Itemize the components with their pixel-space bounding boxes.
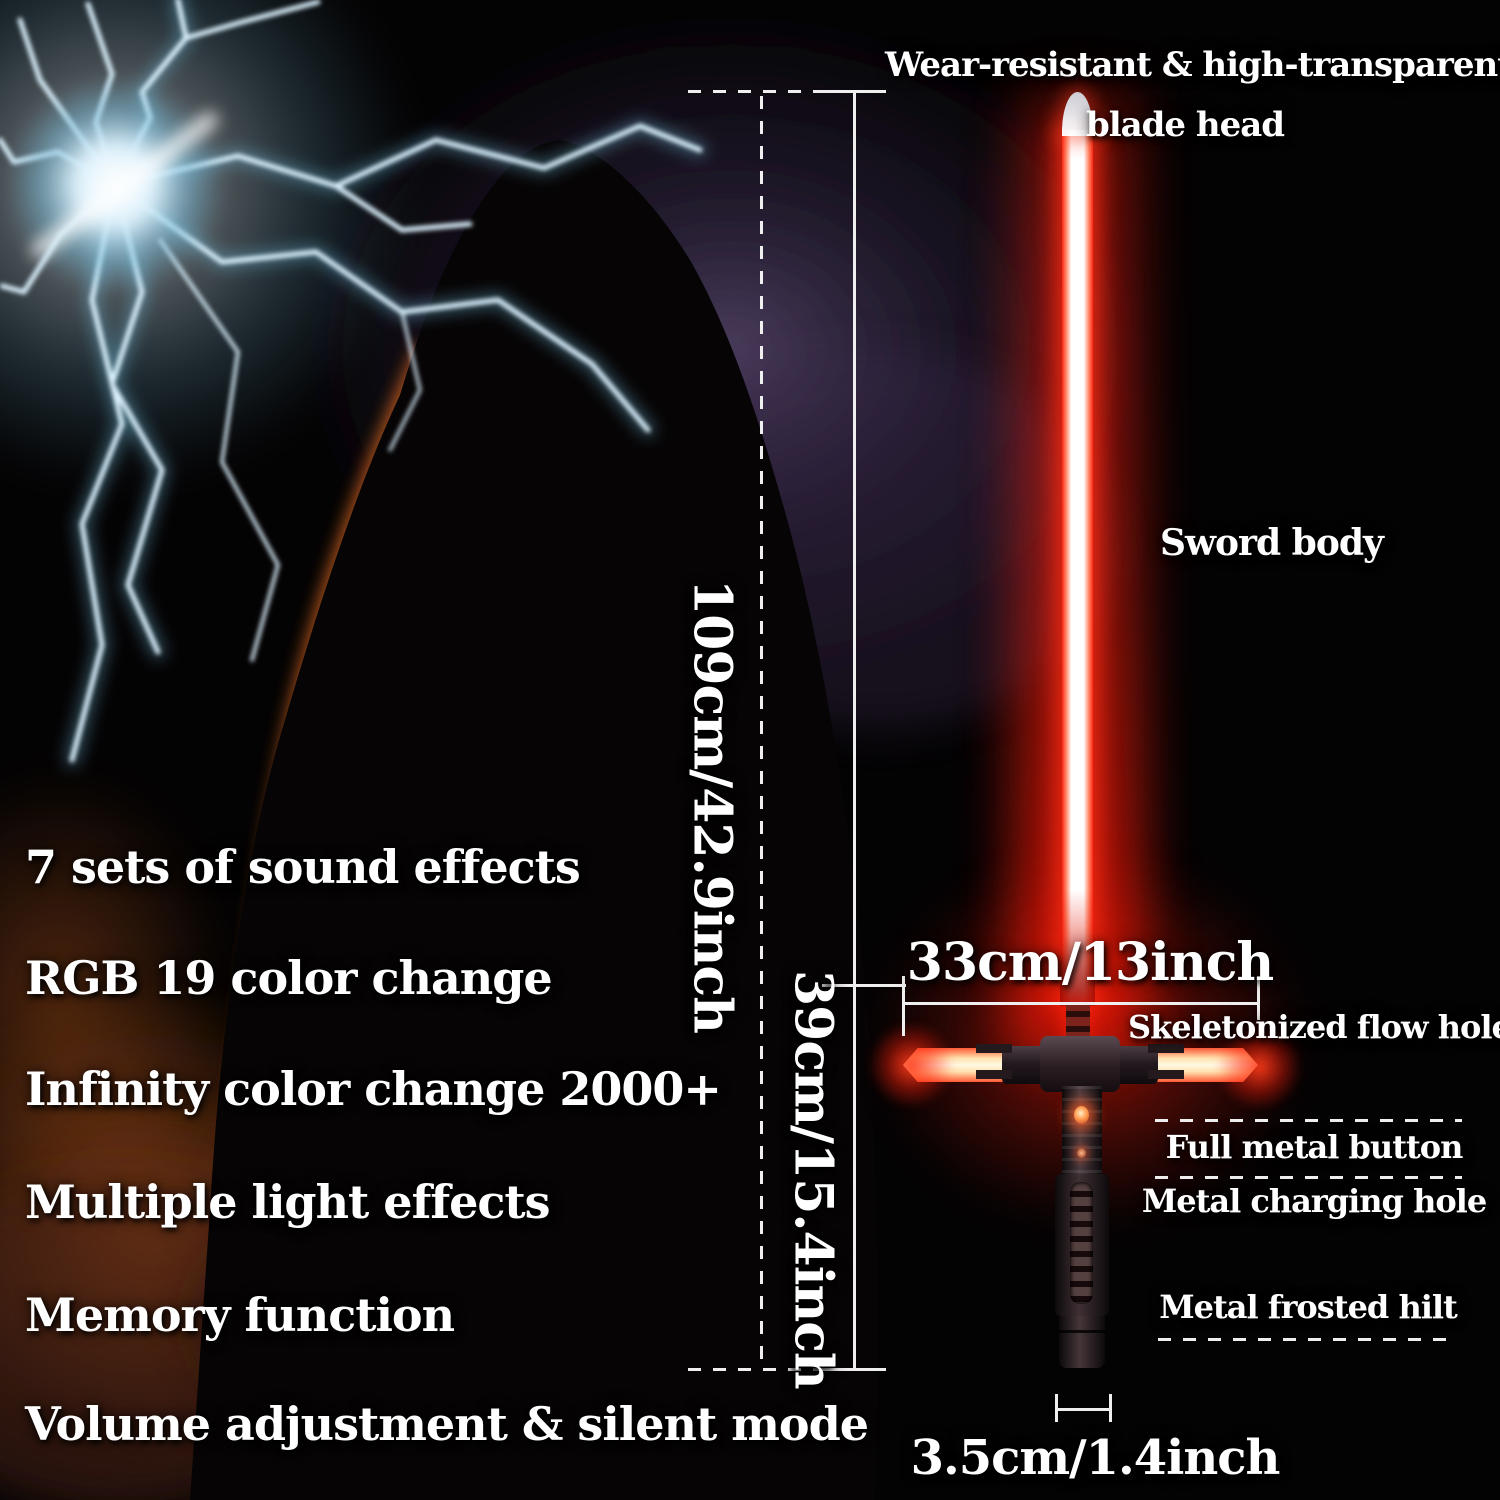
blade-head-label-line2: blade head (1085, 104, 1285, 145)
charging-hole-label: Metal charging hole (1141, 1182, 1487, 1220)
feature-memory-function: Memory function (25, 1288, 455, 1342)
feature-infinity-color: Infinity color change 2000+ (25, 1062, 722, 1116)
hilt-diameter-left-tick (1055, 1394, 1058, 1422)
mid-tick (822, 984, 906, 987)
label-separator-dashed (1158, 1338, 1455, 1341)
crossguard-width-left-tick (902, 976, 905, 1036)
sword-body-label: Sword body (1160, 522, 1384, 564)
frosted-hilt-label: Metal frosted hilt (1159, 1288, 1458, 1326)
hilt-ridges (1062, 1086, 1102, 1174)
hooded-figure-silhouette (190, 140, 878, 1500)
right-emitter-prong (1148, 1044, 1184, 1053)
hilt-diameter-dimension: 3.5cm/1.4inch (910, 1430, 1281, 1486)
left-emitter-prong (976, 1070, 1012, 1079)
top-dashed-extension (688, 90, 822, 93)
feature-sound-effects: 7 sets of sound effects (25, 840, 581, 894)
hilt-stud-strip (1070, 1182, 1093, 1304)
blade-head-label: Wear-resistant & high-transparent blade … (885, 36, 1500, 155)
feature-volume-silent: Volume adjustment & silent mode (25, 1397, 869, 1451)
crossguard-width-dimension: 33cm/13inch (906, 932, 1274, 993)
hilt-pommel (1059, 1316, 1105, 1368)
lightning-burst (0, 0, 707, 767)
flow-hole-label: Skeletonized flow hole (1128, 1008, 1500, 1046)
feature-rgb-colors: RGB 19 color change (25, 951, 553, 1005)
left-quillon-tip-glow (868, 1022, 954, 1108)
hilt-diameter-line (1057, 1408, 1111, 1411)
crossguard-center (1040, 1036, 1120, 1092)
total-length-dashed-guide (760, 96, 763, 1364)
activation-button (1074, 1106, 1089, 1124)
bottom-dashed-extension (688, 1368, 822, 1371)
hilt-shaft (1062, 1086, 1102, 1174)
label-separator-dashed (1155, 1176, 1462, 1179)
hilt-diameter-right-tick (1109, 1394, 1112, 1422)
bottom-tick (822, 1368, 886, 1371)
saber-blade (1062, 130, 1093, 1004)
blade-red-fade (1060, 890, 1095, 1006)
left-emitter-prong (976, 1044, 1012, 1053)
blade-head-label-line1: Wear-resistant & high-transparent (885, 45, 1500, 85)
right-quillon-tip-glow (1216, 1024, 1302, 1110)
feature-light-effects: Multiple light effects (25, 1175, 551, 1229)
pommel-ring (1059, 1330, 1105, 1333)
total-length-dimension: 109cm/42.9inch (681, 579, 743, 1033)
right-emitter-prong (1148, 1070, 1184, 1079)
crossguard-width-line (903, 1002, 1259, 1005)
metal-button-label: Full metal button (1165, 1128, 1464, 1166)
crossguard-width-right-tick (1257, 976, 1260, 1020)
secondary-button (1077, 1148, 1086, 1158)
label-separator-dashed (1155, 1119, 1462, 1122)
handle-length-dimension: 39cm/15.4inch (782, 969, 844, 1389)
vertical-dimension-line (853, 90, 856, 1371)
